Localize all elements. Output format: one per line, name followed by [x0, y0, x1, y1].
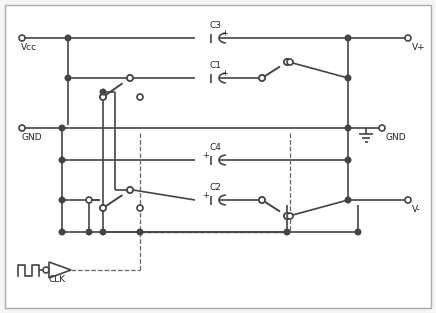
Circle shape: [65, 35, 71, 41]
Circle shape: [287, 59, 293, 65]
Circle shape: [59, 157, 65, 163]
Circle shape: [19, 35, 25, 41]
Circle shape: [345, 157, 351, 163]
Circle shape: [405, 197, 411, 203]
Circle shape: [355, 229, 361, 235]
Circle shape: [86, 229, 92, 235]
Circle shape: [127, 75, 133, 81]
Circle shape: [284, 59, 290, 65]
Circle shape: [379, 125, 385, 131]
Text: C3: C3: [209, 22, 221, 30]
Circle shape: [100, 94, 106, 100]
Circle shape: [345, 75, 351, 81]
Circle shape: [284, 213, 290, 219]
Text: GND: GND: [385, 133, 405, 142]
Text: +: +: [221, 69, 228, 78]
Circle shape: [19, 125, 25, 131]
Circle shape: [345, 125, 351, 131]
Circle shape: [100, 229, 106, 235]
Circle shape: [405, 35, 411, 41]
Circle shape: [137, 205, 143, 211]
FancyBboxPatch shape: [5, 5, 431, 308]
Text: C1: C1: [209, 61, 221, 70]
Text: CLK: CLK: [48, 275, 65, 284]
Circle shape: [284, 59, 290, 65]
Circle shape: [137, 94, 143, 100]
Circle shape: [100, 94, 106, 100]
Circle shape: [259, 75, 265, 81]
Circle shape: [100, 205, 106, 211]
Circle shape: [59, 229, 65, 235]
Circle shape: [345, 35, 351, 41]
Text: GND: GND: [21, 133, 41, 142]
Text: +: +: [202, 191, 209, 199]
Circle shape: [284, 229, 290, 235]
Circle shape: [59, 125, 65, 131]
Circle shape: [86, 197, 92, 203]
Circle shape: [137, 229, 143, 235]
Circle shape: [345, 197, 351, 203]
Text: Vcc: Vcc: [21, 43, 37, 52]
Text: V-: V-: [412, 205, 421, 214]
Circle shape: [259, 197, 265, 203]
Text: +: +: [202, 151, 209, 160]
Circle shape: [100, 89, 106, 95]
Text: C2: C2: [209, 183, 221, 192]
Text: V+: V+: [412, 43, 426, 52]
Circle shape: [43, 267, 49, 273]
Circle shape: [65, 75, 71, 81]
Circle shape: [127, 75, 133, 81]
Text: C4: C4: [209, 143, 221, 152]
Circle shape: [100, 205, 106, 211]
Circle shape: [127, 187, 133, 193]
Text: +: +: [221, 28, 228, 38]
Circle shape: [59, 197, 65, 203]
Circle shape: [127, 187, 133, 193]
Circle shape: [284, 213, 290, 219]
Circle shape: [259, 197, 265, 203]
Circle shape: [259, 75, 265, 81]
Circle shape: [287, 213, 293, 219]
